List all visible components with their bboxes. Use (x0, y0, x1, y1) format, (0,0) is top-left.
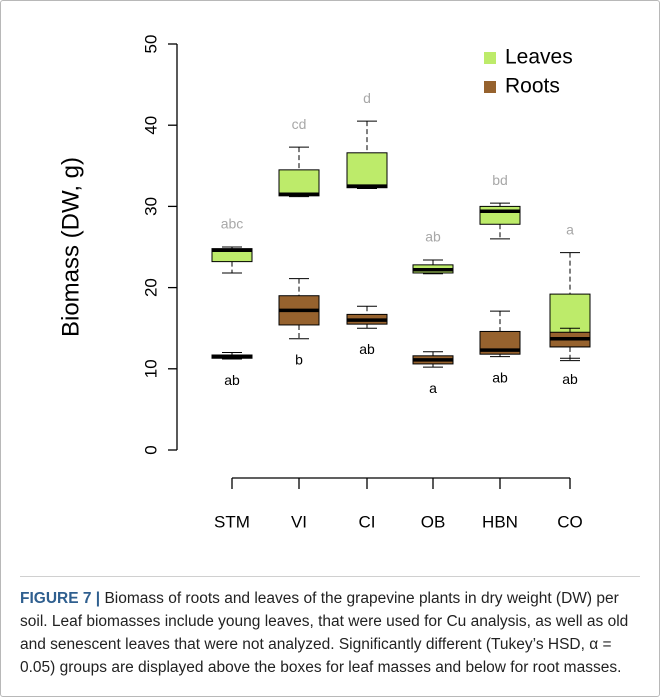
group-letter: ab (562, 371, 578, 387)
x-tick-label: HBN (482, 512, 518, 531)
group-letter: ab (359, 341, 375, 357)
y-axis-label: Biomass (DW, g) (57, 157, 84, 337)
box (346, 152, 388, 189)
caption-text: Biomass of roots and leaves of the grape… (20, 590, 629, 676)
legend-label: Roots (505, 75, 560, 98)
x-tick-label: VI (291, 512, 307, 531)
y-tick-label: 40 (141, 116, 160, 135)
caption: FIGURE 7 | Biomass of roots and leaves o… (20, 576, 640, 679)
group-letter: ab (492, 369, 508, 385)
x-tick-label: STM (214, 512, 250, 531)
legend-swatch (484, 52, 496, 64)
group-letter: a (429, 380, 437, 396)
x-tick-label: OB (421, 512, 446, 531)
group-letter: ab (224, 372, 240, 388)
group-letter: ab (425, 229, 441, 245)
group-letter: bd (492, 172, 508, 188)
y-tick-label: 50 (141, 35, 160, 54)
caption-label: FIGURE 7 | (20, 590, 101, 607)
box (278, 169, 320, 197)
group-letter: abc (221, 216, 244, 232)
legend-swatch (484, 81, 496, 93)
group-letter: cd (292, 116, 307, 132)
box (479, 205, 521, 225)
y-tick-label: 30 (141, 197, 160, 216)
y-tick-label: 10 (141, 359, 160, 378)
y-tick-label: 0 (141, 445, 160, 454)
y-tick-label: 20 (141, 278, 160, 297)
group-letter: a (566, 221, 574, 237)
x-tick-label: CI (359, 512, 376, 531)
chart: Biomass (DW, g) 0 10 20 30 40 50 STM VI CI OB HBN C… (57, 35, 591, 531)
x-tick-label: CO (557, 512, 583, 531)
group-letter: b (295, 351, 303, 367)
legend-label: Leaves (505, 46, 573, 69)
group-letter: d (363, 90, 371, 106)
